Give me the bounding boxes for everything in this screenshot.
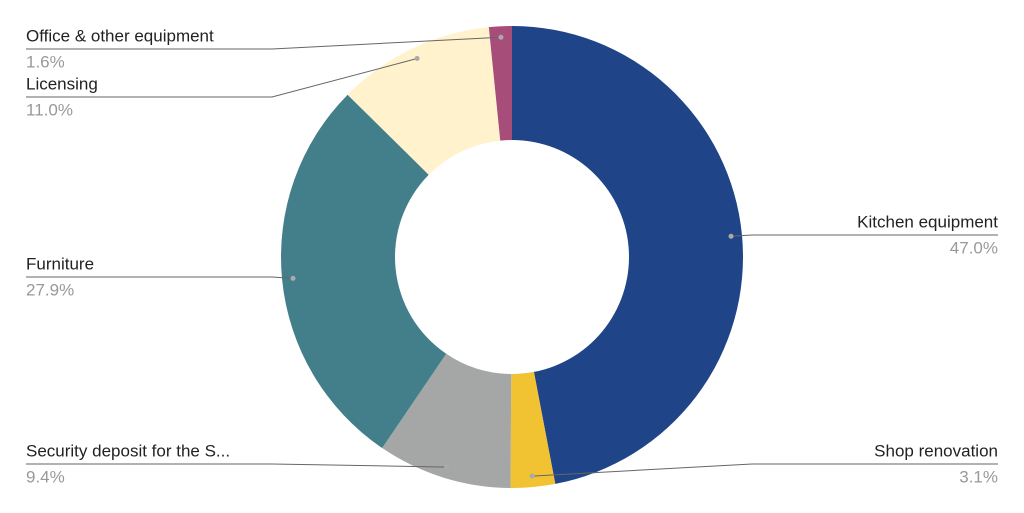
- slice-value: 47.0%: [950, 238, 998, 257]
- slice-label: Shop renovation: [874, 441, 998, 460]
- leader-dot: [444, 464, 450, 470]
- slice-value: 11.0%: [26, 100, 73, 119]
- leader-line: [26, 463, 447, 468]
- donut-slice: [488, 26, 512, 141]
- donut-slice: [510, 371, 556, 489]
- donut-slice: [382, 353, 512, 488]
- donut-slice: [347, 27, 501, 175]
- slice-label: Security deposit for the S...: [26, 441, 230, 460]
- slice-label: Furniture: [26, 254, 94, 273]
- leader-dot: [529, 473, 535, 479]
- slice-value: 3.1%: [959, 467, 998, 486]
- leader-line: [26, 36, 501, 50]
- slice-value: 9.4%: [26, 467, 65, 486]
- leader-dot: [498, 34, 504, 40]
- slice-label: Office & other equipment: [26, 26, 214, 45]
- slice-label: Licensing: [26, 74, 98, 93]
- leader-line: [531, 463, 998, 477]
- slice-value: 1.6%: [26, 52, 65, 71]
- leader-dot: [290, 275, 296, 281]
- leader-dot: [414, 56, 420, 62]
- leader-dot: [728, 233, 734, 239]
- leader-line: [730, 234, 998, 237]
- leader-line: [26, 276, 294, 279]
- donut-slice: [281, 94, 447, 449]
- slice-value: 27.9%: [26, 280, 74, 299]
- donut-slice: [512, 26, 744, 484]
- leader-line: [26, 58, 418, 98]
- slice-label: Kitchen equipment: [857, 212, 998, 231]
